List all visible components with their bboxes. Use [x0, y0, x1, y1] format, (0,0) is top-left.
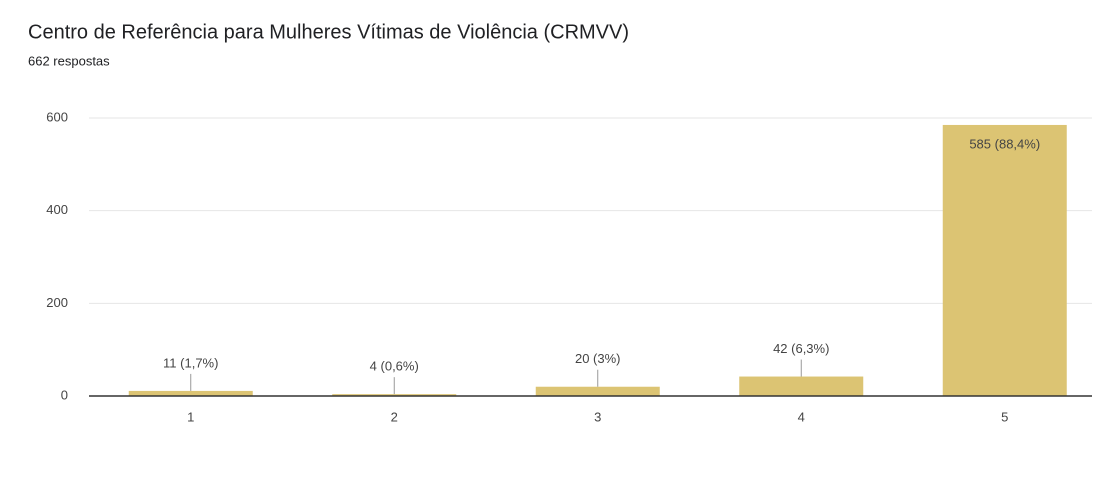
bar: [942, 124, 1067, 396]
y-tick-label: 0: [61, 387, 68, 402]
chart-title: Centro de Referência para Mulheres Vítim…: [28, 21, 629, 43]
bar: [332, 394, 457, 396]
y-tick-label: 200: [46, 295, 68, 310]
data-label: 20 (3%): [575, 351, 621, 366]
y-tick-label: 400: [46, 202, 68, 217]
x-tick-label: 5: [1001, 409, 1008, 424]
bar: [128, 390, 253, 396]
data-label: 42 (6,3%): [773, 341, 829, 356]
x-tick-label: 1: [187, 409, 194, 424]
bar: [739, 376, 864, 396]
chart-subtitle: 662 respostas: [28, 53, 110, 68]
x-tick-label: 4: [798, 409, 805, 424]
data-label: 4 (0,6%): [370, 359, 419, 374]
y-tick-label: 600: [46, 109, 68, 124]
x-tick-label: 3: [594, 409, 601, 424]
data-label: 11 (1,7%): [163, 355, 218, 370]
data-label: 585 (88,4%): [969, 136, 1040, 151]
x-tick-label: 2: [391, 409, 398, 424]
bar: [535, 386, 660, 396]
